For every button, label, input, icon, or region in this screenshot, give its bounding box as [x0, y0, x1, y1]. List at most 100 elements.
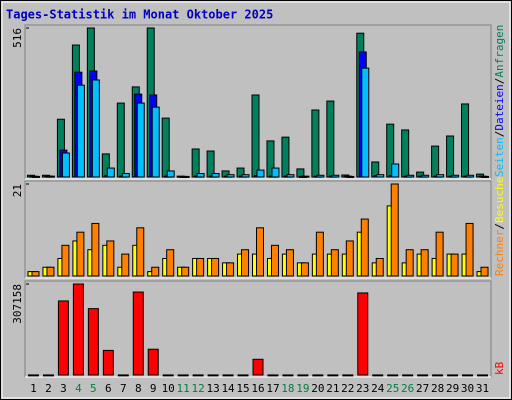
x-tick-label: 12 — [192, 382, 205, 395]
bar — [222, 374, 234, 377]
bar — [76, 84, 85, 178]
bar — [42, 374, 54, 377]
bar — [241, 174, 250, 178]
bar — [46, 175, 55, 178]
bar — [406, 174, 415, 178]
legend-separator: / — [493, 131, 506, 138]
x-tick-label: 25 — [386, 382, 399, 395]
bar — [327, 374, 339, 377]
bar — [316, 174, 325, 178]
bar — [372, 374, 384, 377]
x-tick-label: 7 — [120, 382, 127, 395]
x-tick-label: 4 — [75, 382, 82, 395]
bar — [466, 174, 475, 178]
bar — [226, 262, 235, 277]
bar — [192, 374, 204, 377]
bar — [147, 348, 159, 376]
bar — [106, 240, 115, 277]
bar — [462, 374, 474, 377]
x-tick-label: 17 — [266, 382, 279, 395]
bar — [435, 231, 444, 277]
legend-text: Seiten/Dateien/Anfragen — [493, 25, 506, 177]
legend-text: kB — [493, 361, 506, 375]
bar — [331, 174, 340, 178]
bar — [256, 227, 264, 277]
bar — [191, 148, 200, 178]
bar — [166, 249, 175, 277]
bar — [196, 257, 205, 277]
bar — [417, 374, 429, 377]
bar — [57, 300, 69, 376]
bar — [375, 257, 384, 277]
bar — [465, 222, 474, 277]
bar — [285, 249, 294, 277]
bar — [211, 257, 220, 277]
bar — [461, 103, 470, 178]
bar — [481, 175, 490, 178]
bar — [117, 374, 129, 377]
bar — [226, 174, 235, 178]
bar — [477, 374, 489, 377]
bar — [402, 374, 414, 377]
x-tick-label: 14 — [221, 382, 235, 395]
y-tick-label: 21 — [11, 184, 24, 197]
bar — [300, 262, 309, 277]
bar — [177, 374, 189, 377]
bar — [326, 100, 335, 178]
bar — [387, 374, 399, 377]
bar — [211, 173, 220, 178]
bar — [311, 109, 320, 178]
x-tick-label: 19 — [296, 382, 309, 395]
bar — [61, 244, 70, 277]
x-tick-label: 11 — [177, 382, 190, 395]
bar — [420, 249, 429, 277]
bar — [161, 117, 170, 178]
x-tick-label: 20 — [311, 382, 324, 395]
x-tick-label: 21 — [326, 382, 339, 395]
bar — [301, 175, 310, 178]
bar — [121, 173, 130, 178]
legend-text: Rechner/Besuche — [493, 177, 506, 276]
x-tick-label: 22 — [341, 382, 354, 395]
bar — [431, 145, 440, 178]
bar — [121, 253, 130, 277]
bar — [87, 308, 99, 376]
x-tick-label: 29 — [446, 382, 459, 395]
bar — [346, 175, 355, 178]
y-tick: 307158 — [11, 284, 24, 324]
x-tick-label: 26 — [401, 382, 414, 395]
x-tick-label: 16 — [251, 382, 264, 395]
bar — [315, 231, 324, 277]
bar — [271, 167, 280, 178]
bar — [256, 169, 265, 178]
x-tick-label: 24 — [371, 382, 385, 395]
legend-entry: Seiten — [493, 137, 506, 177]
legend-entry: kB — [493, 361, 506, 375]
x-tick-label: 2 — [45, 382, 52, 395]
bar — [181, 175, 190, 178]
bar — [480, 266, 489, 277]
x-tick-label: 8 — [135, 382, 142, 395]
bar — [330, 249, 339, 277]
x-tick-label: 13 — [206, 382, 219, 395]
bar — [237, 374, 249, 377]
legend: Seiten/Dateien/Anfragen — [493, 25, 506, 177]
x-tick-label: 27 — [416, 382, 429, 395]
bar — [151, 266, 160, 277]
bar — [196, 173, 205, 178]
bar — [61, 152, 70, 178]
bar — [281, 136, 290, 178]
bar — [76, 231, 85, 277]
chart-title: Tages-Statistik im Monat Oktober 2025 — [6, 8, 273, 22]
bar — [136, 227, 145, 277]
bar — [162, 374, 174, 377]
bar — [91, 222, 100, 277]
bar — [251, 94, 260, 178]
y-tick: 516 — [11, 28, 24, 48]
legend-separator: / — [493, 78, 506, 85]
bar — [342, 374, 354, 377]
bar — [106, 167, 115, 178]
x-tick-label: 5 — [90, 382, 97, 395]
y-tick-label: 516 — [11, 28, 24, 48]
